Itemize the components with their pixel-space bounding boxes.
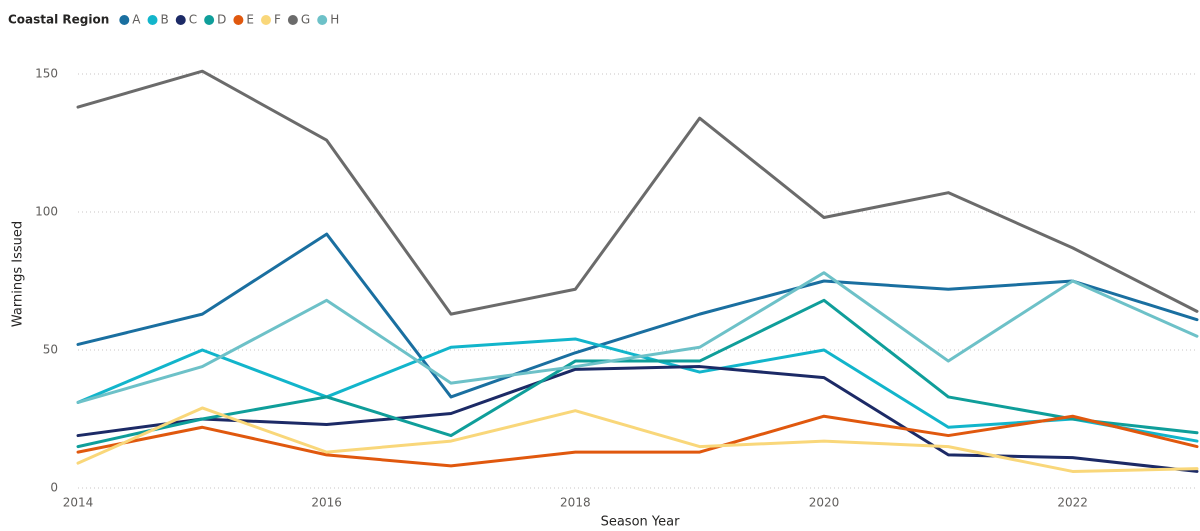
series-line (76, 271, 1199, 404)
legend-marker (204, 15, 215, 25)
legend-marker (175, 15, 186, 25)
legend-label: E (246, 13, 254, 27)
legend-label: A (132, 13, 141, 27)
legend-label: H (330, 13, 339, 27)
x-tick-label: 2014 (63, 496, 94, 510)
y-axis-label: Warnings Issued (11, 221, 26, 327)
series-line (76, 69, 1199, 316)
legend-marker (233, 15, 244, 25)
legend-label: B (161, 13, 169, 27)
legend-title: Coastal Region (8, 13, 109, 27)
y-tick-label: 50 (43, 343, 58, 357)
legend-marker (317, 15, 328, 25)
legend-marker (147, 15, 158, 25)
series-line (76, 414, 1199, 468)
x-tick-label: 2018 (560, 496, 591, 510)
legend-marker (260, 15, 271, 25)
x-tick-label: 2022 (1057, 496, 1088, 510)
series-line (76, 365, 1199, 473)
legend-marker (119, 15, 130, 25)
legend-label: D (217, 13, 226, 27)
x-tick-label: 2016 (311, 496, 342, 510)
x-axis-label: Season Year (601, 515, 680, 530)
series-line (76, 337, 1199, 443)
legend-marker (287, 15, 298, 25)
legend-label: C (189, 13, 197, 27)
y-tick-label: 150 (35, 67, 58, 81)
legend-label: F (274, 13, 281, 27)
x-tick-label: 2020 (809, 496, 840, 510)
legend-label: G (301, 13, 310, 27)
series-line (76, 406, 1199, 473)
y-tick-label: 0 (50, 481, 58, 495)
series-line (76, 298, 1199, 449)
series-line (76, 232, 1199, 399)
y-tick-label: 100 (35, 205, 58, 219)
